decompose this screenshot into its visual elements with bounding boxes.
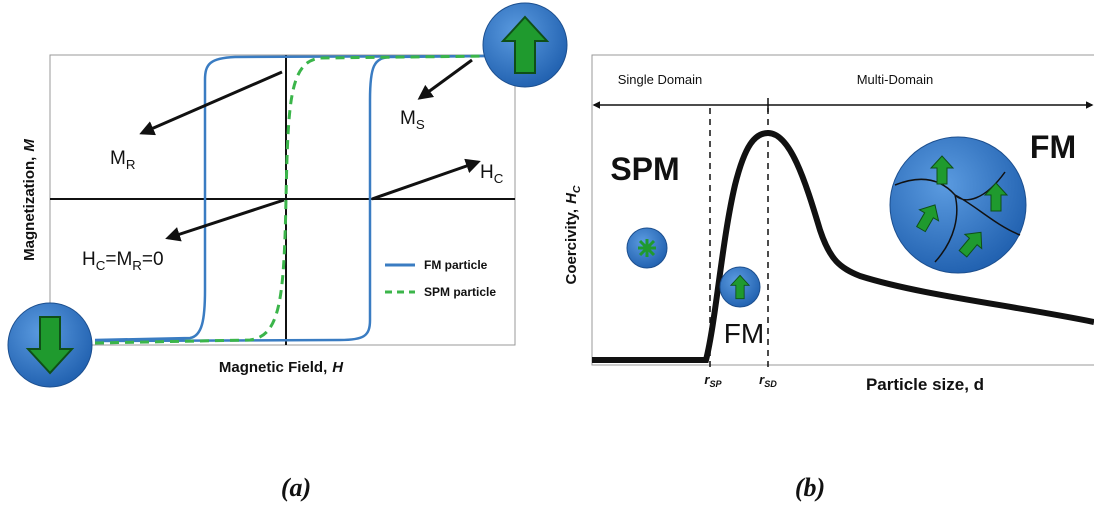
random-moments (638, 239, 656, 257)
label-part: H (82, 249, 96, 270)
caption: (a) (281, 473, 311, 502)
y-axis-label: Coercivity,HC (563, 185, 583, 284)
panel-b: Single Domain Multi-Domain SPM FM FM rSP… (563, 55, 1094, 502)
tick-label: rSP (704, 372, 722, 389)
region-label: Single Domain (618, 72, 703, 87)
y-axis-label: Magnetization,M (21, 139, 38, 261)
region-label: Multi-Domain (857, 72, 934, 87)
tick-label: rSD (759, 372, 777, 389)
x-axis-label: Magnetic Field,H (219, 359, 344, 376)
legend-label: FM particle (424, 258, 488, 272)
region-label: FM (1030, 129, 1076, 165)
caption: (b) (795, 473, 825, 502)
legend-label: SPM particle (424, 285, 496, 299)
label: HC=MR=0 (82, 249, 164, 273)
figure: MS MR HC HC=MR=0 FM particle SPM particl… (0, 0, 1094, 502)
label-part: =M (105, 249, 132, 270)
label-subscript: C (96, 258, 106, 273)
particle (890, 137, 1026, 273)
x-axis-label: Particle size, d (866, 375, 984, 394)
label-part: =0 (142, 249, 164, 270)
label-subscript: R (132, 258, 142, 273)
panel-a: MS MR HC HC=MR=0 FM particle SPM particl… (8, 3, 567, 502)
region-label: FM (724, 318, 764, 349)
region-label: SPM (610, 151, 679, 187)
